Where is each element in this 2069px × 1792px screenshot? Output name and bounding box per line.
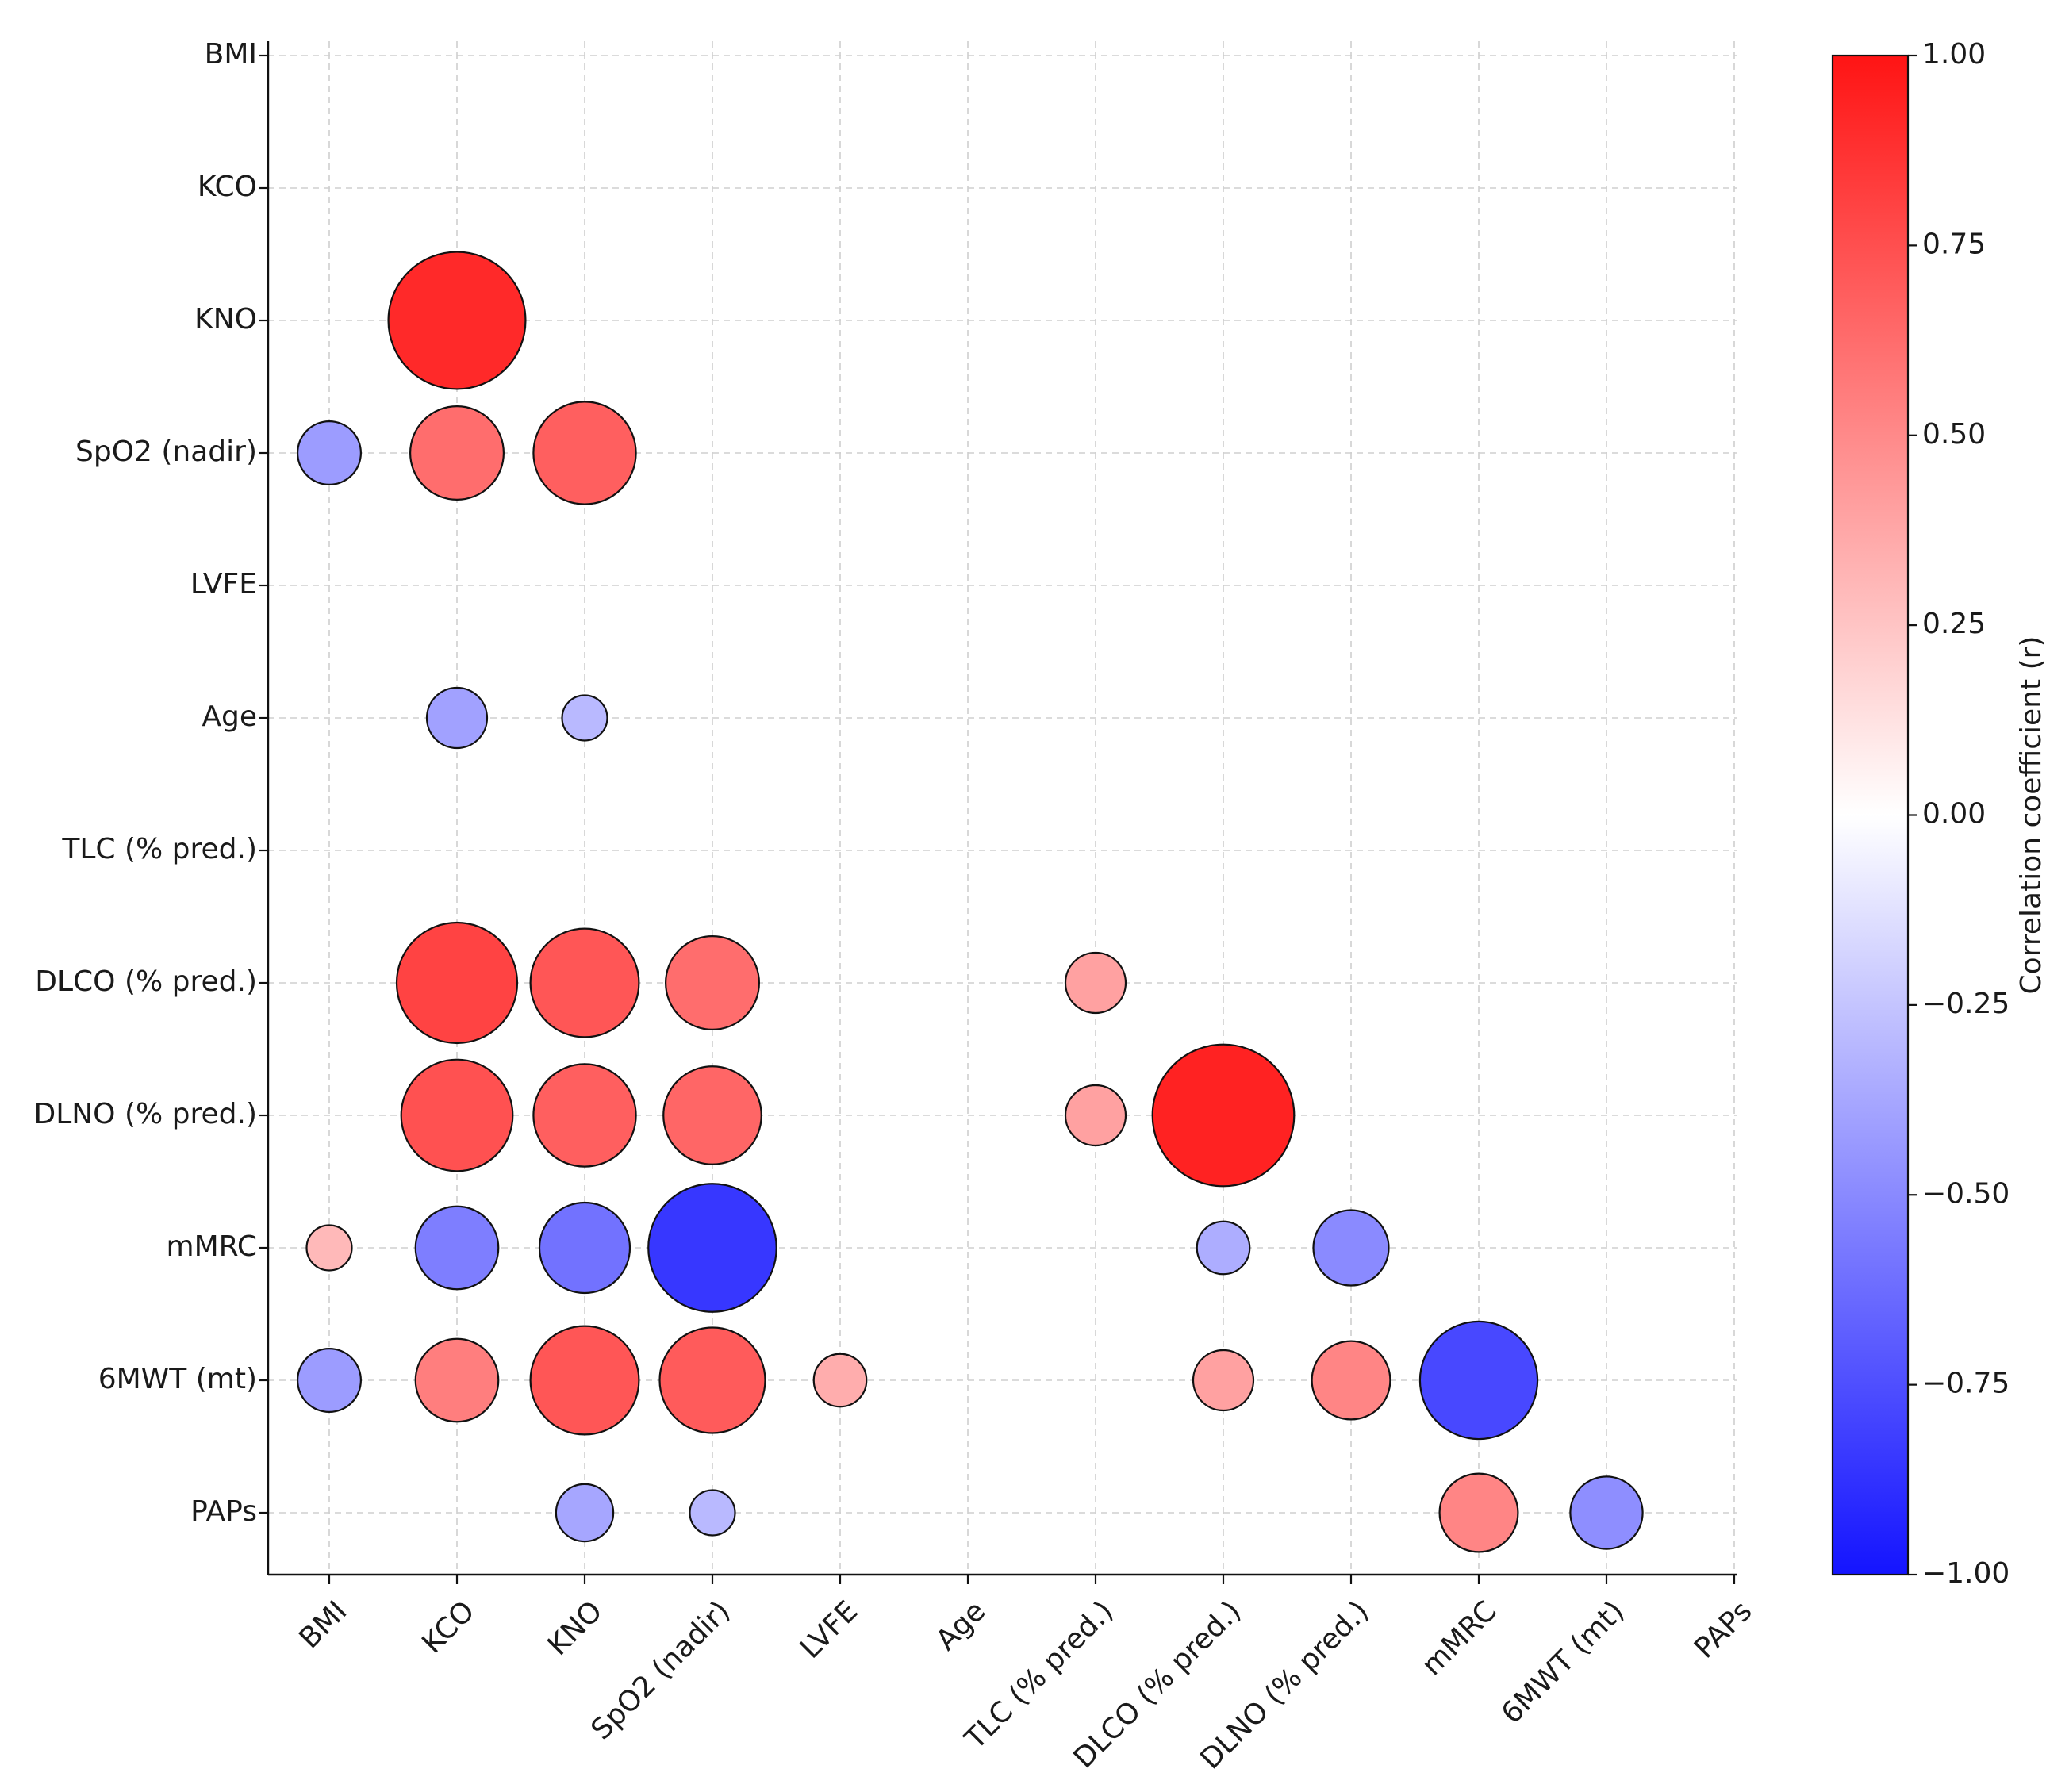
y-tick-label-kco: KCO — [198, 171, 257, 203]
bubble-6mwt-mt-vs-dlco-pred — [1192, 1349, 1255, 1412]
bubble-dlco-pred-vs-spo2-nadir — [664, 934, 760, 1030]
bubble-6mwt-mt-vs-mmrc — [1418, 1320, 1539, 1441]
bubble-kno-vs-kco — [387, 251, 527, 390]
colorbar-tick-label: −0.75 — [1922, 1368, 2010, 1400]
colorbar: 1.00 0.75 0.50 0.25 0.00 −0.25 −0.50 −0.75 −1.00… — [1831, 38, 2048, 1590]
colorbar-tick-label: −0.50 — [1922, 1177, 2010, 1210]
bubble-dlno-pred-vs-spo2-nadir — [662, 1065, 762, 1165]
y-tick-label-tlc-pred: TLC (% pred.) — [61, 833, 257, 865]
bubble-paps-vs-6mwt-mt — [1569, 1475, 1644, 1550]
bubble-spo2-nadir-vs-bmi — [297, 420, 363, 485]
y-tick-label-dlco-pred: DLCO (% pred.) — [35, 965, 257, 998]
bubble-6mwt-mt-vs-dlno-pred — [1311, 1340, 1391, 1421]
y-tick-label-mmrc: mMRC — [167, 1230, 258, 1263]
bubble-spo2-nadir-vs-kco — [409, 405, 505, 501]
y-tick-label-paps: PAPs — [190, 1495, 257, 1528]
bubble-dlno-pred-vs-tlc-pred — [1064, 1084, 1127, 1147]
bubble-dlco-pred-vs-tlc-pred — [1064, 951, 1127, 1015]
colorbar-gradient — [1831, 54, 1910, 1576]
bubble-mmrc-vs-bmi — [305, 1224, 353, 1272]
bubbles — [297, 251, 1644, 1553]
bubble-mmrc-vs-kno — [538, 1201, 631, 1295]
y-tick-label-spo2-nadir: SpO2 (nadir) — [75, 436, 257, 468]
bubble-spo2-nadir-vs-kno — [532, 401, 637, 505]
bubble-6mwt-mt-vs-kno — [529, 1325, 640, 1436]
bubble-age-vs-kno — [561, 694, 608, 742]
bubble-mmrc-vs-spo2-nadir — [647, 1183, 777, 1313]
y-tick-label-kno: KNO — [194, 303, 257, 336]
y-tick-label-dlno-pred: DLNO (% pred.) — [33, 1098, 257, 1130]
bubble-paps-vs-spo2-nadir — [689, 1489, 736, 1537]
colorbar-tick-label: 0.75 — [1922, 228, 1986, 260]
bubble-age-vs-kco — [425, 686, 489, 750]
y-tick-label-bmi: BMI — [205, 38, 257, 71]
x-tick-label-kco: KCO — [416, 1594, 481, 1660]
colorbar-tick-label: −1.00 — [1922, 1557, 2010, 1590]
bubble-mmrc-vs-kco — [414, 1205, 500, 1291]
bubble-6mwt-mt-vs-bmi — [297, 1347, 363, 1413]
x-tick-label-kno: KNO — [542, 1594, 609, 1662]
bubble-dlco-pred-vs-kco — [395, 921, 519, 1045]
colorbar-tick-label: −0.25 — [1922, 988, 2010, 1020]
x-tick-label-lvfe: LVFE — [794, 1594, 865, 1665]
bubble-mmrc-vs-dlco-pred — [1196, 1220, 1251, 1276]
x-tick-label-paps: PAPs — [1688, 1594, 1758, 1664]
bubble-paps-vs-kno — [555, 1483, 615, 1543]
colorbar-tick-label: 1.00 — [1922, 38, 1986, 71]
x-tick-label-age: Age — [930, 1594, 992, 1656]
y-tick-label-lvfe: LVFE — [190, 568, 257, 601]
x-tick-label-6mwt-mt: 6MWT (mt) — [1495, 1594, 1631, 1730]
colorbar-tick-label: 0.25 — [1922, 608, 1986, 640]
bubble-6mwt-mt-vs-spo2-nadir — [658, 1326, 766, 1434]
colorbar-label: Correlation coefficient (r) — [2015, 636, 2048, 995]
bubble-mmrc-vs-dlno-pred — [1312, 1209, 1390, 1287]
bubble-dlco-pred-vs-kno — [529, 927, 640, 1038]
bubble-dlno-pred-vs-kno — [532, 1063, 637, 1168]
x-tick-label-bmi: BMI — [294, 1594, 354, 1655]
bubble-dlno-pred-vs-dlco-pred — [1151, 1043, 1296, 1188]
bubble-6mwt-mt-vs-kco — [414, 1337, 500, 1423]
y-tick-label-age: Age — [202, 700, 257, 733]
bubble-6mwt-mt-vs-lvfe — [812, 1353, 868, 1408]
bubble-paps-vs-mmrc — [1438, 1472, 1519, 1553]
colorbar-tick-label: 0.00 — [1922, 798, 1986, 831]
y-tick-label-6mwt-mt: 6MWT (mt) — [98, 1363, 257, 1395]
x-tick-label-mmrc: mMRC — [1416, 1594, 1503, 1682]
colorbar-tick-label: 0.50 — [1922, 418, 1986, 451]
bubble-dlno-pred-vs-kco — [400, 1058, 514, 1172]
